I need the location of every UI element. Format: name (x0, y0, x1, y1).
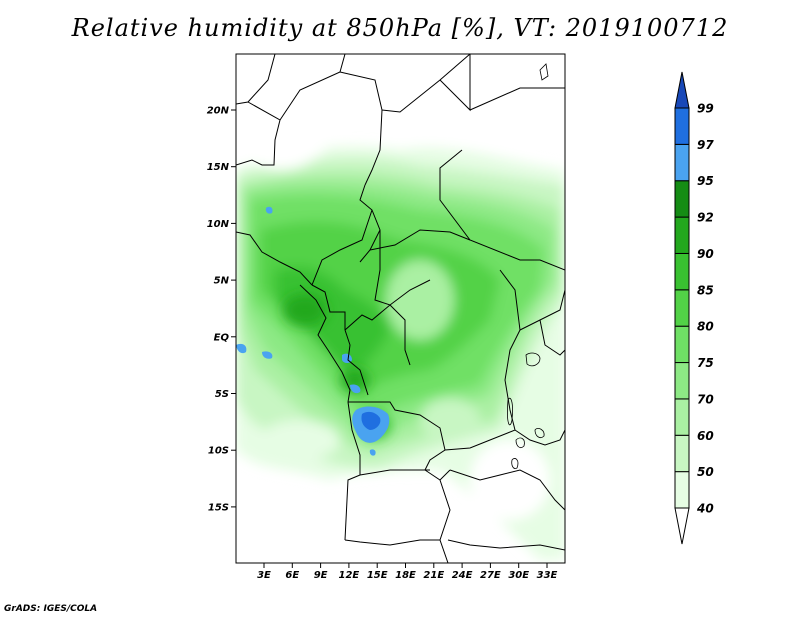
lon-label: 21E (423, 570, 444, 581)
colorbar-over-triangle (674, 71, 690, 109)
lon-label: 27E (480, 570, 501, 581)
lon-label: 12E (339, 570, 360, 581)
colorbar-segment (674, 362, 690, 400)
country-borders (236, 54, 565, 563)
colorbar-label: 75 (697, 356, 714, 370)
grads-credit: GrADS: IGES/COLA (4, 604, 98, 614)
colorbar-segment (674, 289, 690, 327)
lon-label: 15E (367, 570, 388, 581)
map-title: Relative humidity at 850hPa [%], VT: 201… (71, 14, 729, 42)
humidity-field (236, 54, 565, 563)
colorbar-label: 92 (697, 211, 714, 225)
longitude-axis: 3E 6E 9E 12E 15E 18E 21E 24E 27E 30E 33E (257, 563, 558, 581)
lon-label: 30E (508, 570, 529, 581)
colorbar-segment (674, 216, 690, 254)
lon-label: 6E (285, 570, 299, 581)
colorbar-segment (674, 325, 690, 364)
colorbar-label: 85 (697, 283, 714, 297)
lon-label: 24E (452, 570, 473, 581)
colorbar-label: 97 (697, 138, 714, 152)
lat-label: 15N (207, 162, 230, 173)
colorbar-under-triangle (674, 507, 690, 545)
colorbar-label: 60 (697, 429, 714, 443)
colorbar-label: 99 (697, 102, 714, 116)
map-frame (235, 53, 566, 564)
colorbar-label: 95 (697, 174, 714, 188)
lat-label: 10S (208, 446, 229, 457)
colorbar-segment (674, 143, 690, 182)
colorbar-label: 90 (697, 247, 714, 261)
lat-label: 5N (214, 276, 230, 287)
colorbar-label: 50 (697, 465, 714, 479)
colorbar-segment (674, 107, 690, 145)
colorbar-label: 70 (697, 392, 714, 406)
latitude-axis: 20N 15N 10N 5N EQ 5S 10S 15S (207, 106, 236, 513)
lat-label: 10N (207, 219, 230, 230)
lat-label: 15S (208, 502, 229, 513)
lat-label: EQ (214, 332, 230, 343)
lon-label: 18E (395, 570, 416, 581)
colorbar-segment (674, 252, 690, 291)
lakes (507, 63, 549, 469)
colorbar-segment (674, 471, 690, 509)
lon-label: 33E (537, 570, 558, 581)
lat-label: 20N (207, 106, 230, 117)
colorbar: 40 50 60 70 75 80 85 90 92 95 97 99 (674, 71, 714, 545)
colorbar-segment (674, 434, 690, 473)
colorbar-label: 40 (696, 502, 714, 516)
colorbar-label: 80 (697, 320, 714, 334)
colorbar-segment (674, 398, 690, 436)
lon-label: 3E (257, 570, 271, 581)
lat-label: 5S (215, 389, 229, 400)
lon-label: 9E (314, 570, 328, 581)
colorbar-segment (674, 180, 690, 218)
